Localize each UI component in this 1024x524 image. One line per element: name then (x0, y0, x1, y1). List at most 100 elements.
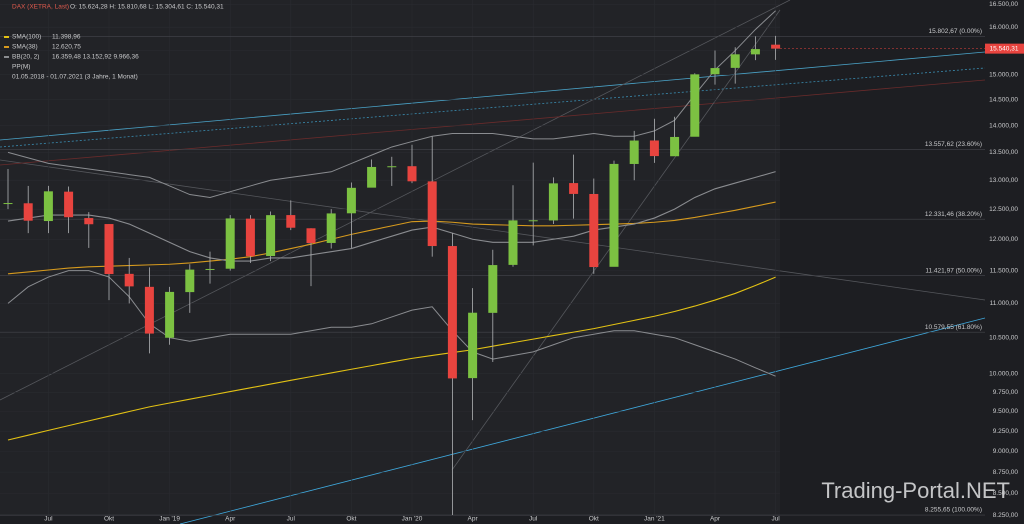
candle-body (286, 215, 296, 228)
candle-body (104, 224, 114, 275)
x-tick-label: Apr (468, 516, 479, 523)
y-tick-label: 9.000,00 (993, 448, 1019, 455)
indicator-line (7, 201, 776, 275)
x-tick-label: Okt (104, 516, 114, 523)
indicator-line (7, 171, 776, 262)
trend-line (0, 79, 986, 166)
legend-value: 11.398,96 (52, 34, 81, 41)
y-tick-label: 8.750,00 (993, 469, 1019, 476)
y-tick-label: 9.750,00 (993, 389, 1019, 396)
candle-body (387, 166, 397, 168)
y-tick-label: 14.000,00 (989, 122, 1018, 129)
watermark: Trading-Portal.NET (821, 478, 1010, 503)
candle-body (266, 215, 276, 257)
candle-body (124, 273, 134, 287)
fib-label: 8.255,65 (100.00%) (925, 507, 982, 514)
y-tick-label: 11.000,00 (990, 300, 1019, 307)
indicator-line (7, 276, 776, 441)
bb-upper (7, 10, 776, 198)
y-tick-label: 10.000,00 (989, 370, 1018, 377)
y-tick-label: 16.500,00 (989, 1, 1018, 8)
candle-body (548, 183, 558, 221)
candle-body (245, 218, 255, 257)
candle-body (629, 140, 639, 164)
legend-label: BB(20, 2) (12, 54, 39, 61)
candle-body (528, 220, 538, 222)
candle-body (488, 265, 498, 313)
plot-area (0, 0, 780, 516)
x-tick-label: Okt (346, 516, 356, 523)
candle-body (43, 191, 53, 222)
candle-body (367, 166, 377, 188)
candle-body (346, 187, 356, 214)
y-tick-label: 11.500,00 (990, 267, 1019, 274)
candle-body (427, 181, 437, 247)
candle-body (569, 183, 579, 194)
x-tick-label: Jan '20 (402, 516, 423, 523)
x-tick-label: Jan '19 (159, 516, 180, 523)
x-tick-label: Apr (710, 516, 721, 523)
candle-body (710, 68, 720, 75)
last-price-label: 15.540,31 (990, 45, 1019, 52)
y-tick-label: 13.500,00 (989, 149, 1018, 156)
x-tick-label: Jul (287, 516, 296, 523)
candle-body (23, 203, 33, 221)
y-tick-label: 15.000,00 (989, 71, 1018, 78)
y-tick-label: 16.000,00 (989, 24, 1018, 31)
candle-body (165, 291, 175, 338)
legend-period: 01.05.2018 - 01.07.2021 (3 Jahre, 1 Mona… (12, 74, 138, 81)
trend-line (0, 67, 986, 148)
candle-body (508, 220, 518, 265)
y-tick-label: 13.000,00 (989, 177, 1018, 184)
legend-title: DAX (XETRA, Last) (12, 4, 69, 11)
candle-body (649, 140, 659, 157)
y-tick-label: 14.500,00 (989, 96, 1018, 103)
candle-body (64, 191, 74, 218)
candle-body (771, 44, 781, 49)
candle-body (3, 203, 13, 205)
y-tick-label: 12.500,00 (989, 206, 1018, 213)
legend-pivot: PP(M) (12, 64, 30, 71)
candle-body (205, 268, 215, 270)
x-tick-label: Jul (529, 516, 538, 523)
x-tick-label: Jul (771, 516, 780, 523)
y-tick-label: 10.500,00 (989, 334, 1018, 341)
candle-body (589, 193, 599, 268)
candle-body (407, 166, 417, 182)
x-tick-label: Jan '21 (644, 516, 665, 523)
bb-lower (7, 270, 776, 377)
candle-body (326, 213, 336, 243)
legend-swatch (4, 56, 9, 58)
candle-body (84, 218, 94, 225)
fib-label: 11.421,97 (50.00%) (925, 267, 982, 274)
legend-value: 16.359,48 13.152,92 9.966,36 (52, 54, 139, 61)
legend-value: 12.620,75 (52, 44, 81, 51)
trend-line (0, 0, 791, 401)
candle-body (750, 49, 760, 55)
y-tick-label: 12.000,00 (989, 236, 1018, 243)
y-tick-label: 9.500,00 (993, 408, 1019, 415)
x-tick-label: Jul (44, 516, 53, 523)
fib-label: 10.579,55 (61.80%) (925, 324, 982, 331)
fib-label: 12.331,46 (38.20%) (925, 211, 982, 218)
legend-swatch (4, 46, 9, 48)
x-tick-label: Apr (225, 516, 236, 523)
candle-body (730, 54, 740, 68)
fib-label: 15.802,67 (0.00%) (929, 28, 982, 35)
legend-label: SMA(100) (12, 34, 41, 41)
legend-label: SMA(38) (12, 44, 38, 51)
last-price-box (985, 43, 1024, 54)
y-tick-label: 8.250,00 (993, 512, 1019, 519)
legend: DAX (XETRA, Last) O: 15.624,28 H: 15.810… (12, 4, 224, 81)
candle-body (468, 312, 478, 379)
candle-body (225, 218, 235, 269)
y-tick-label: 8.500,00 (993, 490, 1019, 497)
candle-body (185, 269, 195, 293)
candle-body (690, 74, 700, 137)
legend-ohlc: O: 15.624,28 H: 15.810,68 L: 15.304,61 C… (70, 4, 224, 11)
candle-body (447, 246, 457, 379)
legend-swatch (4, 36, 9, 38)
fib-label: 13.557,62 (23.60%) (925, 141, 982, 148)
candle-body (306, 228, 316, 244)
